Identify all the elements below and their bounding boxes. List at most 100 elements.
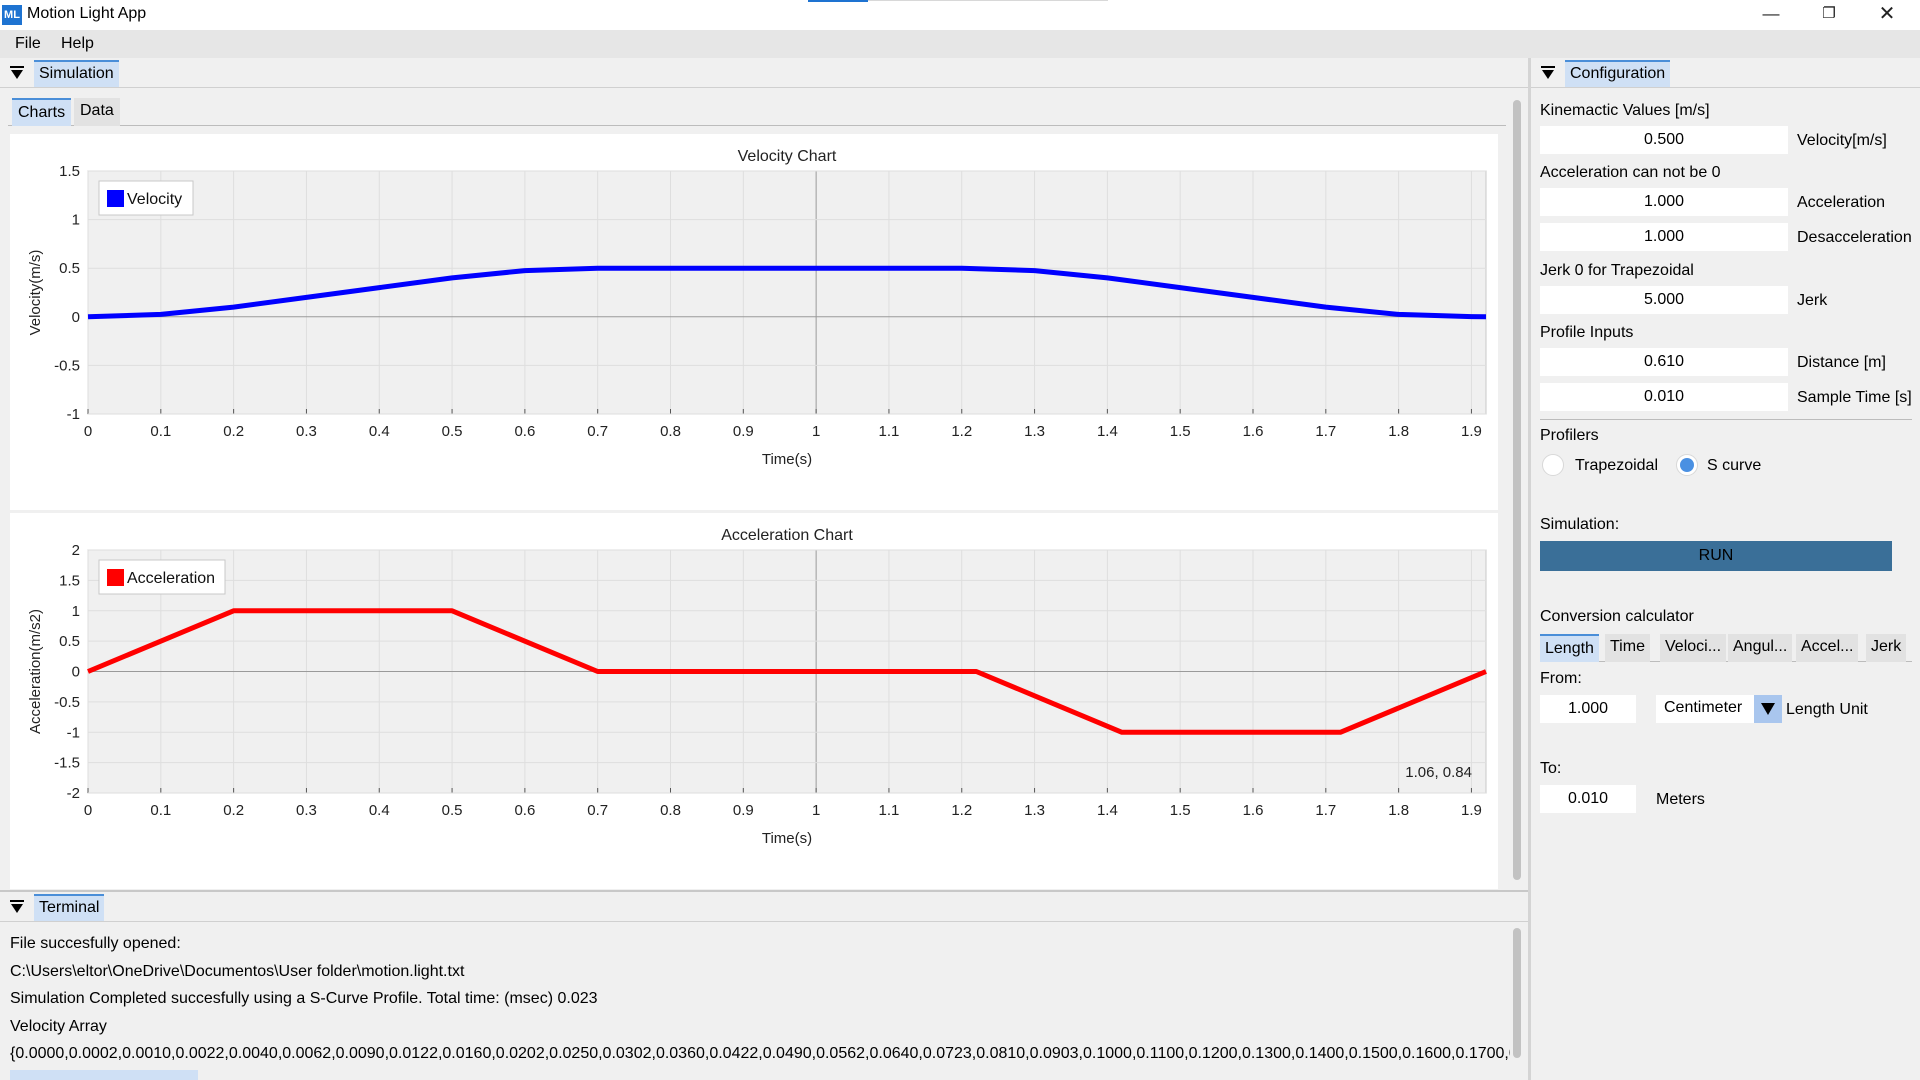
x-tick-label: 1.7: [1315, 423, 1336, 440]
x-tick-label: 1.9: [1461, 423, 1482, 440]
x-axis-label: Time(s): [762, 830, 812, 847]
x-tick-label: 0.6: [514, 802, 535, 819]
x-tick-label: 0.4: [369, 802, 390, 819]
x-tick-label: 1: [812, 802, 820, 819]
s-curve-radio[interactable]: [1676, 454, 1698, 476]
chart-title: Velocity Chart: [738, 148, 837, 165]
close-button[interactable]: ✕: [1878, 3, 1896, 25]
trapezoidal-label[interactable]: Trapezoidal: [1575, 457, 1659, 474]
simulation-scrollbar-thumb[interactable]: [1513, 100, 1521, 880]
app-logo-icon: ML: [2, 5, 22, 25]
x-tick-label: 1.1: [879, 802, 900, 819]
kinematic-title: Kinemactic Values [m/s]: [1540, 102, 1710, 119]
x-tick-label: 0.6: [514, 423, 535, 440]
y-tick-label: 0: [72, 309, 80, 326]
s-curve-label[interactable]: S curve: [1707, 457, 1762, 474]
title-accent-line: [808, 0, 868, 2]
maximize-button[interactable]: ❐: [1822, 5, 1836, 22]
terminal-line: Velocity Array: [10, 1017, 107, 1035]
y-tick-label: -1: [67, 406, 80, 423]
x-tick-label: 1: [812, 423, 820, 440]
x-tick-label: 0: [84, 802, 92, 819]
from-unit-select[interactable]: Centimeter: [1656, 695, 1754, 723]
legend-swatch: [107, 569, 124, 586]
configuration-dock-tab[interactable]: Configuration: [1565, 60, 1671, 87]
panel-splitter[interactable]: [1528, 58, 1531, 1080]
velocity-input[interactable]: [1540, 126, 1788, 154]
x-tick-label: 0.7: [587, 802, 608, 819]
window-title: Motion Light App: [27, 5, 147, 22]
x-tick-label: 1.8: [1388, 802, 1409, 819]
y-tick-label: 1.5: [59, 163, 80, 180]
x-tick-label: 1.9: [1461, 802, 1482, 819]
x-tick-label: 1.8: [1388, 423, 1409, 440]
y-tick-label: 0.5: [59, 633, 80, 650]
tab-jerk[interactable]: Jerk: [1866, 634, 1907, 662]
simulation-scrollbar[interactable]: [1510, 92, 1524, 892]
jerk-note: Jerk 0 for Trapezoidal: [1540, 262, 1694, 279]
x-tick-label: 0.3: [296, 423, 317, 440]
y-tick-label: 0.5: [59, 260, 80, 277]
x-tick-label: 1.4: [1097, 802, 1118, 819]
terminal-line: C:\Users\eltor\OneDrive\Documentos\User …: [10, 962, 465, 980]
x-tick-label: 1.2: [951, 423, 972, 440]
y-axis-label: Velocity(m/s): [27, 250, 44, 336]
to-unit-label: Meters: [1656, 791, 1705, 808]
tab-time[interactable]: Time: [1605, 634, 1650, 662]
x-tick-label: 1.6: [1243, 802, 1264, 819]
tab-velocity[interactable]: Veloci...: [1660, 634, 1727, 662]
title-bar: ML Motion Light App — ❐ ✕: [0, 0, 1920, 30]
to-value-input[interactable]: [1540, 785, 1636, 813]
title-divider-line: [868, 0, 1108, 1]
collapse-arrow-icon[interactable]: [10, 66, 24, 80]
terminal-dock-tab[interactable]: Terminal: [34, 894, 105, 921]
y-tick-label: -0.5: [54, 694, 80, 711]
plot-area: [87, 170, 1487, 415]
tab-acceleration[interactable]: Accel...: [1796, 634, 1859, 662]
deceleration-input[interactable]: [1540, 223, 1788, 251]
configuration-dock-header: Configuration: [1531, 58, 1920, 88]
tab-charts[interactable]: Charts: [12, 98, 72, 126]
terminal-output[interactable]: File succesfully opened: C:\Users\eltor\…: [10, 930, 1510, 1068]
x-tick-label: 0.8: [660, 423, 681, 440]
x-tick-label: 1.3: [1024, 423, 1045, 440]
jerk-input[interactable]: [1540, 286, 1788, 314]
tab-length[interactable]: Length: [1540, 634, 1599, 662]
x-tick-label: 0.5: [442, 802, 463, 819]
from-value-input[interactable]: [1540, 695, 1636, 723]
to-label: To:: [1540, 760, 1562, 777]
terminal-line: File succesfully opened:: [10, 935, 181, 952]
x-tick-label: 0.9: [733, 802, 754, 819]
velocity-chart[interactable]: 0 0.1 0.2 0.3 0.4 0.5 0.6 0.7 0.8 0.9 1 1.1 1.2 1.3 1.…: [10, 134, 1498, 510]
velocity-chart-svg[interactable]: 0 0.1 0.2 0.3 0.4 0.5 0.6 0.7 0.8 0.9 1 1.1 1.2 1.3 1.…: [10, 134, 1498, 510]
sample-time-input[interactable]: [1540, 383, 1788, 411]
simulation-tabbar: Charts Data: [8, 98, 1506, 126]
section-divider: [1540, 419, 1912, 420]
collapse-arrow-icon[interactable]: [1541, 66, 1555, 80]
minimize-button[interactable]: —: [1762, 4, 1780, 23]
conversion-tabbar: Length Time Veloci... Angul... Accel... …: [1540, 634, 1912, 662]
menu-file[interactable]: File: [15, 35, 41, 52]
run-button[interactable]: RUN: [1540, 541, 1892, 571]
menu-help[interactable]: Help: [61, 35, 94, 52]
distance-input[interactable]: [1540, 348, 1788, 376]
conversion-title: Conversion calculator: [1540, 608, 1694, 625]
x-tick-label: 1.7: [1315, 802, 1336, 819]
dropdown-arrow-icon[interactable]: [1754, 695, 1782, 723]
x-tick-label: 1.2: [951, 802, 972, 819]
y-tick-label: 2: [72, 542, 80, 559]
tab-data[interactable]: Data: [74, 98, 120, 126]
acceleration-chart-svg[interactable]: 0 0.1 0.2 0.3 0.4 0.5 0.6 0.7 0.8 0.9 1 1.1 1.2 1.3 1.…: [10, 513, 1498, 889]
collapse-arrow-icon[interactable]: [10, 900, 24, 914]
simulation-dock-tab[interactable]: Simulation: [34, 60, 119, 87]
terminal-scrollbar-thumb[interactable]: [1513, 928, 1521, 1058]
acceleration-chart[interactable]: 0 0.1 0.2 0.3 0.4 0.5 0.6 0.7 0.8 0.9 1 1.1 1.2 1.3 1.…: [10, 513, 1498, 889]
legend-swatch: [107, 190, 124, 207]
tab-angular[interactable]: Angul...: [1728, 634, 1793, 662]
terminal-horizontal-scrollbar[interactable]: [10, 1070, 198, 1080]
velocity-unit-label: Velocity[m/s]: [1797, 132, 1887, 149]
legend-label: Acceleration: [127, 570, 215, 587]
trapezoidal-radio[interactable]: [1542, 454, 1564, 476]
x-tick-label: 0.4: [369, 423, 390, 440]
acceleration-input[interactable]: [1540, 188, 1788, 216]
